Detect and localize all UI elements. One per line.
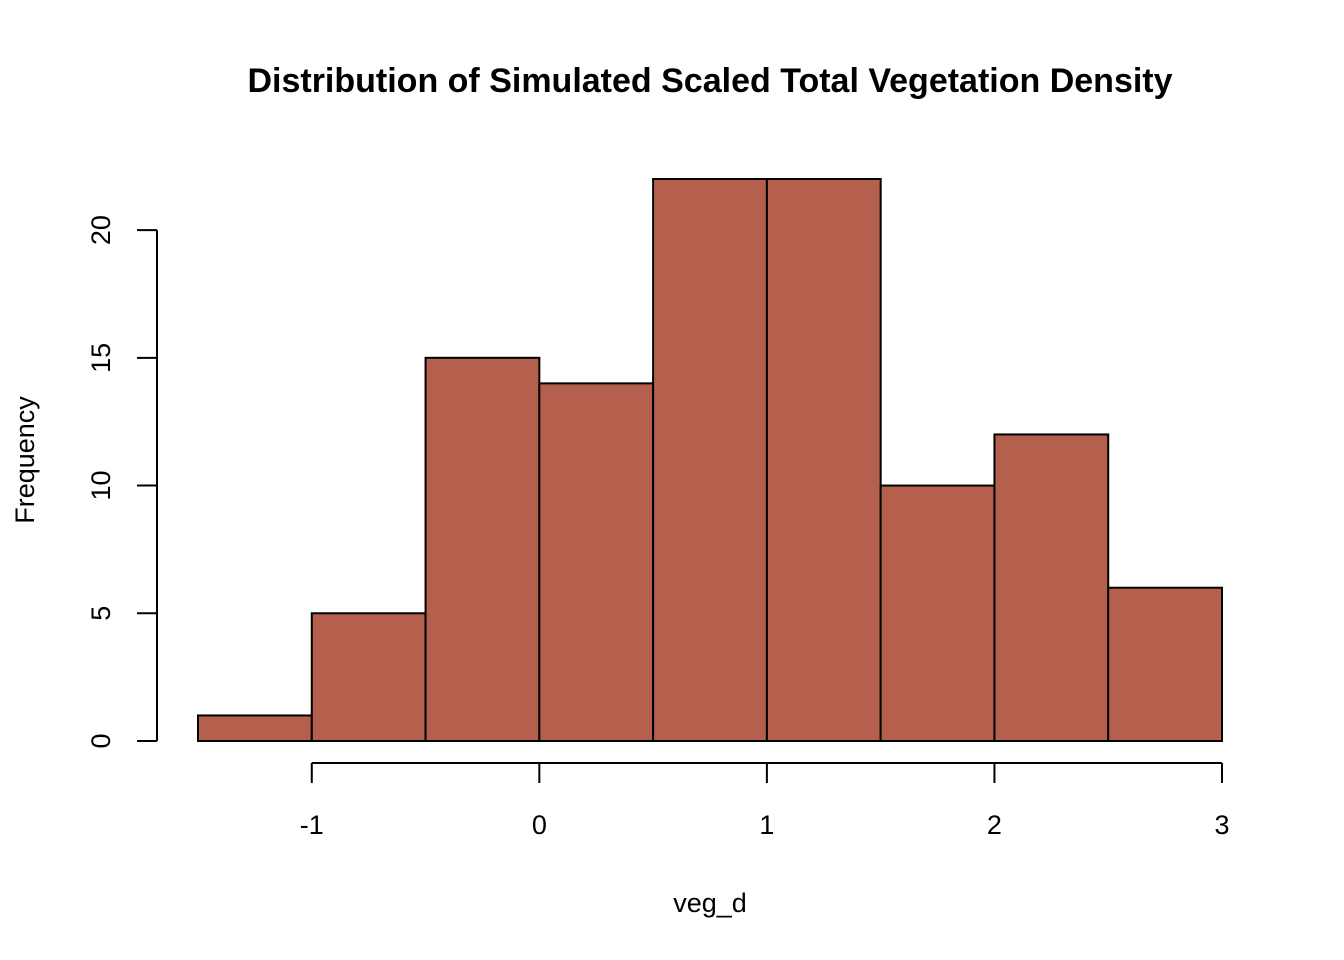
x-tick-label: 0	[532, 810, 547, 840]
histogram-bar-3	[538, 382, 655, 742]
x-axis: -1 0 1 2 3	[300, 762, 1230, 840]
y-tick-label: 5	[86, 606, 116, 621]
y-tick-label: 15	[86, 343, 116, 373]
y-tick-label: 20	[86, 215, 116, 245]
histogram-bar-8	[1107, 586, 1223, 743]
histogram-bar-6	[879, 484, 996, 742]
histogram-bar-0	[197, 714, 313, 742]
y-axis-label: Frequency	[10, 396, 40, 524]
bars-group	[197, 178, 1223, 743]
histogram-bar-1	[310, 612, 427, 742]
chart-title: Distribution of Simulated Scaled Total V…	[247, 62, 1172, 100]
x-tick-label: -1	[300, 810, 324, 840]
x-tick-label: 3	[1214, 810, 1229, 840]
y-tick-label: 10	[86, 471, 116, 501]
x-tick-label: 1	[759, 810, 774, 840]
y-tick-label: 0	[86, 733, 116, 748]
histogram-bar-2	[424, 356, 541, 742]
x-axis-label: veg_d	[673, 888, 747, 918]
x-tick-label: 2	[987, 810, 1002, 840]
histogram-bar-5	[765, 178, 882, 742]
histogram-bar-4	[652, 178, 768, 742]
y-axis: 0 5 10 15 20	[86, 215, 158, 749]
histogram-bar-7	[993, 433, 1110, 742]
